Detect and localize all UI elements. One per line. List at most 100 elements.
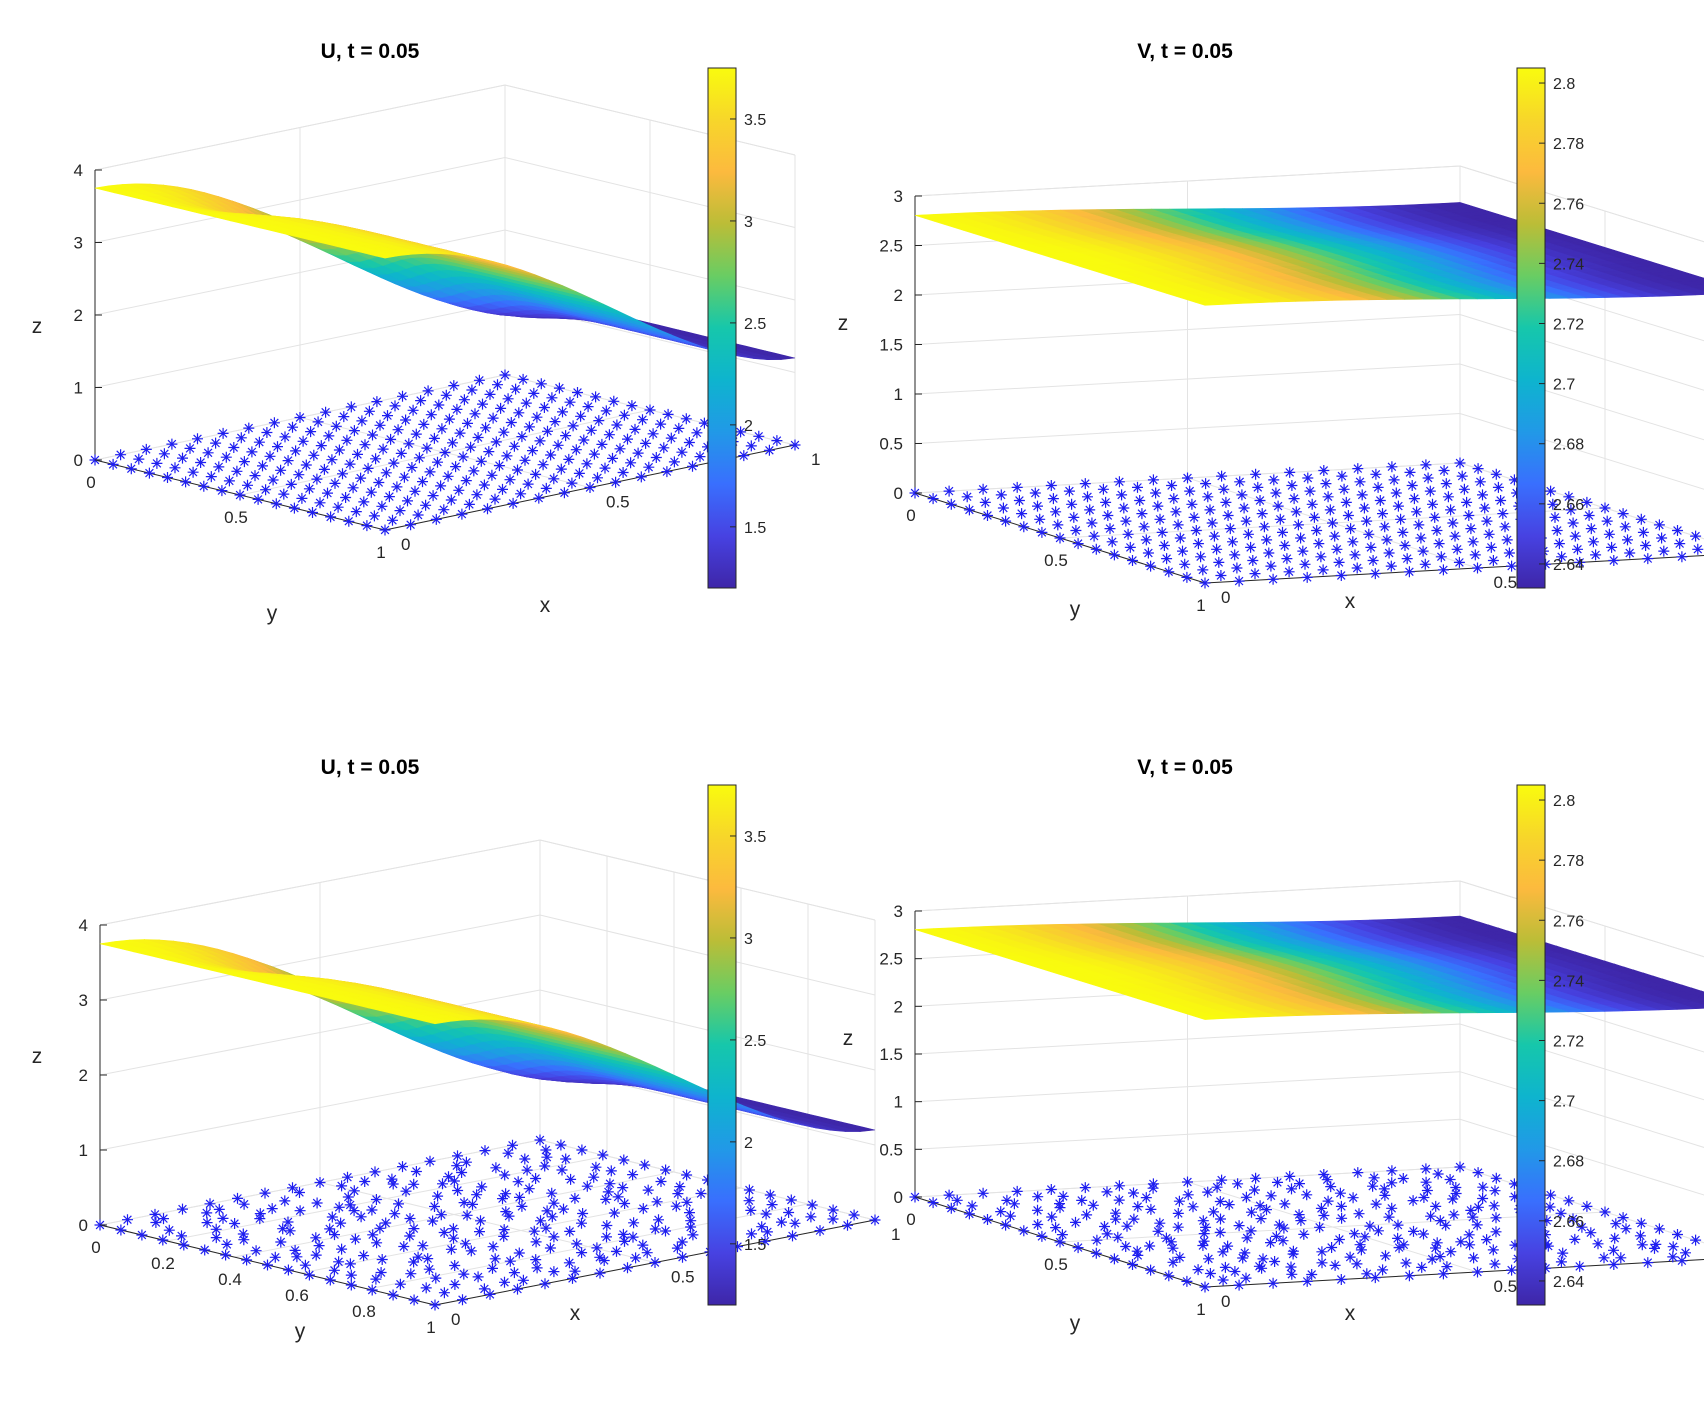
- data-point: [637, 1203, 649, 1215]
- data-point: [1469, 549, 1481, 561]
- data-point: [367, 429, 378, 441]
- data-point: [943, 485, 955, 497]
- data-point: [1091, 1234, 1103, 1246]
- data-point: [417, 1240, 429, 1252]
- data-point: [1347, 1192, 1359, 1204]
- data-point: [287, 421, 298, 433]
- data-point: [530, 1254, 542, 1266]
- data-point: [1624, 547, 1636, 559]
- y-tick-label: 1: [1196, 596, 1205, 615]
- data-point: [571, 1238, 583, 1250]
- data-point: [1181, 1275, 1193, 1287]
- z-tick-label: 2.5: [879, 237, 903, 256]
- data-point: [519, 454, 531, 466]
- data-point: [585, 424, 597, 436]
- data-point: [291, 1251, 303, 1263]
- data-point: [1213, 556, 1225, 568]
- data-point: [528, 1225, 540, 1237]
- data-point: [1211, 543, 1223, 555]
- data-point: [641, 1247, 653, 1259]
- data-point: [333, 1201, 345, 1213]
- data-point: [471, 1189, 483, 1201]
- data-point: [499, 1169, 511, 1181]
- data-point: [125, 463, 137, 475]
- data-point: [582, 401, 594, 413]
- data-point: [262, 1259, 273, 1271]
- data-point: [1487, 555, 1499, 566]
- data-point: [380, 1217, 392, 1229]
- data-point: [180, 476, 192, 488]
- data-point: [1461, 496, 1473, 508]
- data-point: [210, 1232, 222, 1244]
- data-point: [1011, 1185, 1023, 1197]
- data-point: [694, 451, 706, 463]
- data-point: [166, 438, 178, 450]
- data-point: [541, 1205, 553, 1217]
- data-point: [610, 476, 622, 488]
- data-point: [324, 1223, 336, 1235]
- data-point: [269, 1251, 281, 1263]
- data-point: [1219, 1261, 1231, 1273]
- data-point: [1284, 1170, 1296, 1182]
- colorbar-tick-label: 2.5: [744, 1033, 766, 1050]
- z-tick-label: 1.5: [879, 1045, 903, 1064]
- data-point: [288, 502, 300, 514]
- data-point: [449, 1279, 461, 1290]
- data-point: [1656, 532, 1668, 544]
- data-point: [1238, 502, 1250, 514]
- data-point: [367, 1229, 379, 1241]
- data-point: [498, 1224, 510, 1236]
- data-point: [325, 511, 337, 523]
- data-point: [458, 394, 470, 406]
- colorbar-tick-label: 3.5: [744, 112, 766, 129]
- data-point: [410, 1166, 422, 1177]
- data-point: [1472, 562, 1483, 574]
- data-point: [443, 1171, 454, 1183]
- data-point: [1285, 1261, 1297, 1273]
- data-point: [1563, 1195, 1575, 1207]
- data-point: [389, 400, 401, 412]
- data-point: [405, 1268, 417, 1280]
- data-point: [1211, 1181, 1223, 1193]
- data-point: [1392, 1232, 1404, 1244]
- data-point: [440, 389, 452, 401]
- data-point: [746, 1228, 757, 1240]
- data-point: [254, 1213, 266, 1225]
- data-point: [507, 497, 519, 509]
- data-point: [149, 1208, 161, 1220]
- data-point: [1608, 555, 1620, 566]
- data-point: [1079, 1182, 1091, 1194]
- data-point: [1239, 1247, 1251, 1259]
- data-point: [275, 464, 287, 476]
- data-point: [1315, 551, 1327, 563]
- data-point: [1485, 541, 1497, 553]
- data-point: [1269, 1256, 1281, 1267]
- data-point: [217, 427, 229, 439]
- x-floor-gridline: [319, 1182, 656, 1263]
- data-point: [504, 1255, 516, 1267]
- data-point: [1434, 1251, 1446, 1263]
- data-point: [1449, 530, 1461, 542]
- data-point: [1018, 521, 1030, 533]
- data-point: [1335, 1274, 1347, 1285]
- data-point: [966, 1200, 978, 1212]
- data-point: [677, 1251, 688, 1263]
- data-point: [340, 492, 352, 503]
- data-point: [1477, 1193, 1489, 1204]
- data-point: [1233, 1220, 1245, 1232]
- data-point: [1088, 530, 1100, 542]
- data-point: [1408, 493, 1420, 505]
- data-point: [1379, 521, 1391, 533]
- data-point: [1472, 1167, 1484, 1179]
- data-point: [1420, 459, 1432, 471]
- data-point: [1370, 468, 1382, 480]
- data-point: [133, 453, 145, 465]
- data-point: [1165, 1236, 1177, 1248]
- data-point: [412, 509, 424, 521]
- data-point: [1392, 500, 1404, 512]
- data-point: [151, 457, 163, 469]
- data-point: [539, 1160, 551, 1172]
- data-point: [445, 1243, 457, 1255]
- data-point: [420, 1282, 432, 1294]
